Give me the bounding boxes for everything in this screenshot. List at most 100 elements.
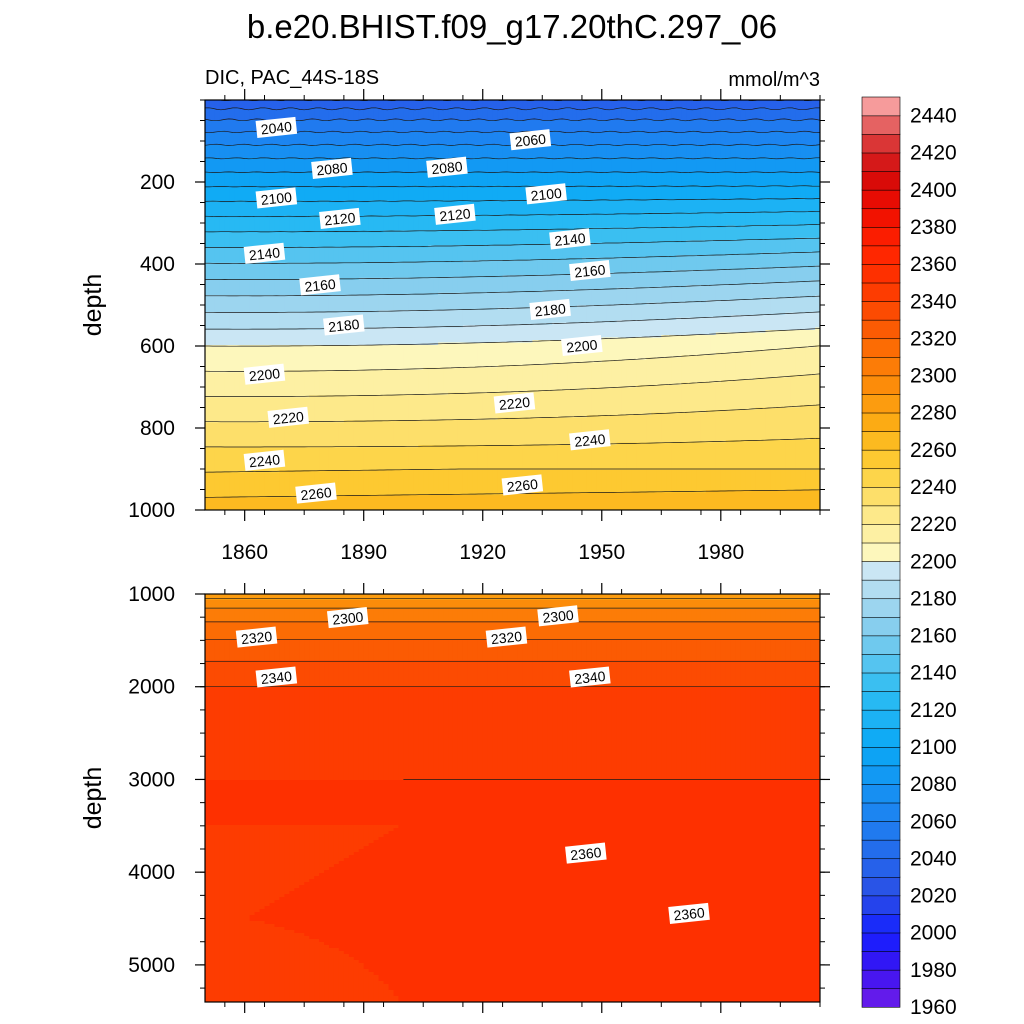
fill-cell	[393, 132, 400, 136]
fill-cell	[393, 120, 400, 124]
fill-cell	[333, 137, 340, 141]
fill-cell	[790, 105, 796, 109]
fill-cell	[448, 127, 454, 131]
fill-cell	[224, 120, 231, 124]
fill-cell	[477, 120, 484, 124]
fill-cell	[576, 120, 583, 124]
fill-cell	[378, 105, 385, 109]
fill-cell	[348, 140, 355, 144]
fill-cell	[294, 105, 300, 109]
fill-cell	[641, 137, 648, 141]
fill-cell	[363, 105, 370, 109]
fill-cell	[720, 112, 727, 116]
fill-cell	[249, 132, 256, 136]
fill-cell	[552, 112, 558, 116]
fill-cell	[567, 115, 573, 119]
fill-cell	[636, 137, 643, 141]
fill-cell	[636, 125, 643, 129]
fill-cell	[289, 115, 295, 119]
fill-cell	[626, 102, 633, 106]
fill-cell	[586, 100, 593, 104]
fill-cell	[433, 137, 439, 141]
fill-cell	[810, 130, 816, 134]
fill-cell	[219, 105, 226, 109]
fill-cell	[408, 112, 414, 116]
fill-cell	[477, 140, 484, 144]
fill-cell	[760, 120, 767, 124]
fill-cell	[502, 140, 509, 144]
fill-cell	[462, 125, 469, 129]
fill-cell	[705, 125, 712, 129]
fill-cell	[745, 135, 752, 139]
fill-cell	[219, 117, 226, 121]
fill-cell	[209, 137, 216, 141]
fill-cell	[765, 100, 771, 104]
fill-cell	[393, 130, 400, 134]
fill-cell	[591, 120, 598, 124]
figure-title: b.e20.BHIST.f09_g17.20thC.297_06	[247, 8, 777, 45]
fill-cell	[348, 117, 355, 121]
fill-cell	[289, 140, 295, 144]
fill-cell	[289, 100, 295, 104]
fill-cell	[676, 117, 682, 121]
fill-cell	[239, 100, 246, 104]
fill-cell	[780, 100, 786, 104]
fill-cell	[725, 107, 732, 111]
fill-cell	[279, 140, 285, 144]
fill-cell	[750, 125, 757, 129]
fill-cell	[750, 135, 757, 139]
fill-cell	[596, 125, 603, 129]
fill-cell	[418, 110, 424, 114]
fill-cell	[482, 127, 489, 131]
fill-cell	[715, 137, 722, 141]
fill-cell	[229, 100, 236, 104]
fill-cell	[641, 110, 648, 114]
fill-cell	[567, 122, 573, 126]
fill-cell	[810, 127, 816, 131]
fill-cell	[487, 115, 494, 119]
fill-cell	[224, 132, 231, 136]
fill-cell	[616, 100, 623, 104]
fill-cell	[522, 107, 528, 111]
fill-cell	[348, 127, 355, 131]
fill-cell	[314, 132, 320, 136]
fill-cell	[522, 110, 528, 114]
fill-cell	[457, 110, 464, 114]
fill-cell	[482, 130, 489, 134]
fill-cell	[403, 137, 409, 141]
fill-cell	[269, 105, 276, 109]
fill-cell	[507, 127, 514, 131]
fill-cell	[443, 102, 449, 106]
fill-cell	[572, 127, 578, 131]
fill-cell	[353, 107, 360, 111]
fill-cell	[408, 132, 414, 136]
fill-cell	[368, 107, 375, 111]
fill-cell	[686, 120, 692, 124]
fill-cell	[452, 100, 459, 104]
fill-cell	[214, 137, 221, 141]
fill-cell	[482, 135, 489, 139]
fill-cell	[586, 127, 593, 131]
fill-cell	[467, 137, 474, 141]
fill-cell	[512, 115, 519, 119]
fill-cell	[765, 117, 771, 121]
fill-cell	[606, 100, 613, 104]
fill-cell	[616, 135, 623, 139]
fill-cell	[790, 135, 796, 139]
fill-cell	[681, 107, 687, 111]
fill-cell	[532, 125, 538, 129]
fill-cell	[810, 110, 816, 114]
fill-cell	[413, 110, 419, 114]
fill-cell	[562, 110, 568, 114]
fill-cell	[324, 112, 330, 116]
fill-cell	[705, 110, 712, 114]
fill-cell	[621, 102, 628, 106]
fill-cell	[775, 125, 781, 129]
fill-cell	[586, 120, 593, 124]
fill-cell	[661, 122, 667, 126]
fill-cell	[209, 105, 216, 109]
fill-cell	[274, 105, 280, 109]
fill-cell	[651, 137, 657, 141]
fill-cell	[641, 135, 648, 139]
fill-cell	[383, 125, 390, 129]
